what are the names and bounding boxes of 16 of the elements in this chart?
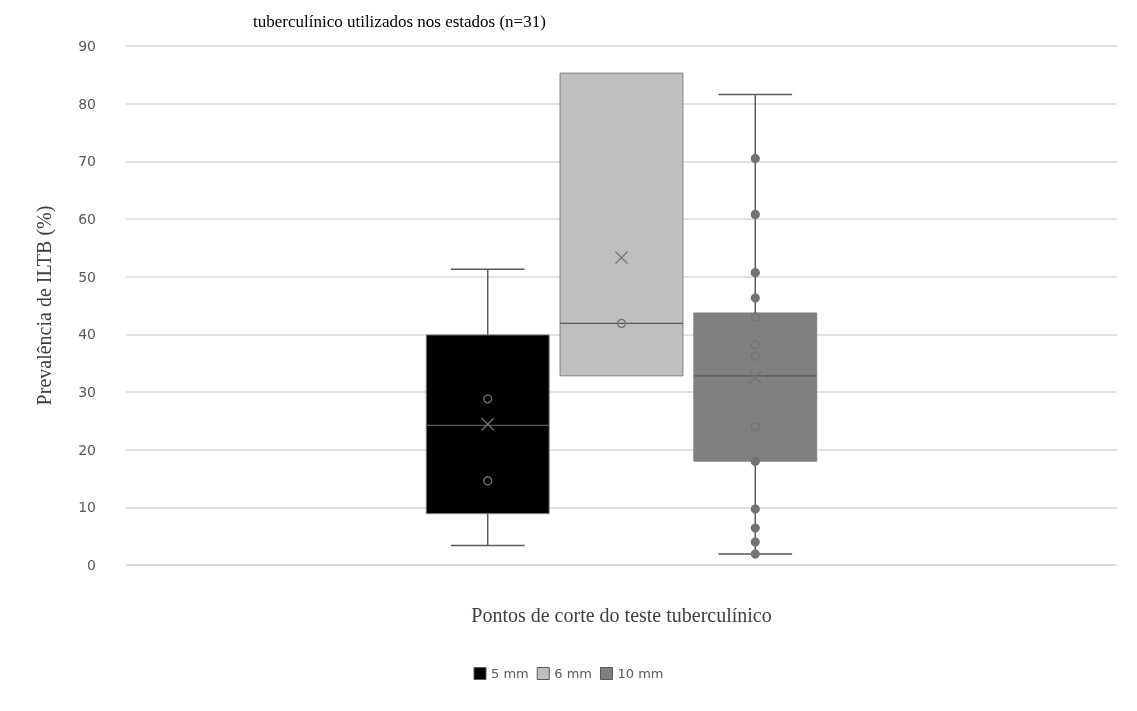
y-tick-label: 10 — [78, 499, 96, 516]
y-tick-label: 0 — [87, 557, 96, 573]
legend-label: 10 mm — [617, 666, 664, 681]
y-tick-label: 30 — [78, 384, 96, 400]
x-axis-title: Pontos de corte do teste tuberculínico — [471, 604, 772, 626]
y-tick-label: 80 — [78, 95, 96, 112]
y-axis-title: Prevalência de ILTB (%) — [33, 205, 56, 406]
y-tick-label: 90 — [78, 38, 96, 54]
chart-title: tuberculínico utilizados nos estados (n=31) — [253, 12, 546, 31]
y-tick-label: 20 — [78, 441, 96, 458]
legend-label: 5 mm — [491, 666, 529, 681]
y-tick-label: 70 — [78, 153, 96, 170]
y-tick-label: 50 — [78, 268, 96, 285]
legend-label: 6 mm — [554, 666, 592, 681]
y-tick-label: 40 — [78, 326, 96, 343]
y-tick-label: 60 — [78, 211, 96, 227]
